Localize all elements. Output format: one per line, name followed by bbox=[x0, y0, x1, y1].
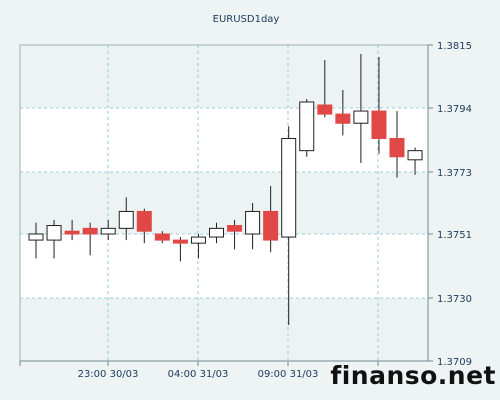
x-axis: 23:00 30/03 04:00 31/03 09:00 31/03 bbox=[19, 360, 428, 380]
candle-body-up bbox=[100, 227, 116, 235]
y-axis: 1.3709 1.3730 1.3751 1.3773 1.3794 1.3815 bbox=[427, 41, 472, 368]
background-bands bbox=[20, 45, 428, 361]
candle-body-down bbox=[335, 113, 351, 124]
candle-body-down bbox=[263, 210, 279, 241]
candle bbox=[317, 60, 333, 118]
candle-body-up bbox=[209, 227, 224, 238]
candle-body-down bbox=[154, 233, 170, 241]
candle bbox=[82, 222, 98, 256]
watermark-logo: finanso.net bbox=[330, 361, 496, 390]
candle bbox=[154, 231, 170, 244]
y-tick-label: 1.3709 bbox=[437, 357, 472, 368]
candle bbox=[335, 90, 351, 136]
y-tick-label: 1.3751 bbox=[437, 230, 472, 241]
candle bbox=[353, 54, 369, 163]
candle-body-up bbox=[190, 236, 206, 244]
x-tick-label: 09:00 31/03 bbox=[258, 369, 319, 380]
candle-body-down bbox=[82, 227, 98, 235]
candle bbox=[245, 203, 261, 250]
candle bbox=[46, 219, 62, 259]
candle bbox=[118, 197, 134, 241]
chart-title: EURUSD1day bbox=[213, 14, 280, 25]
candle-body-up bbox=[245, 210, 261, 235]
band-white bbox=[20, 234, 428, 298]
candle-body-up bbox=[353, 110, 369, 124]
x-tick-label: 04:00 31/03 bbox=[168, 369, 229, 380]
candle bbox=[281, 126, 297, 325]
y-tick-label: 1.3794 bbox=[437, 104, 472, 115]
candle-body-up bbox=[407, 150, 423, 161]
candle bbox=[172, 237, 188, 262]
candle bbox=[299, 99, 315, 157]
candle bbox=[136, 208, 152, 244]
candle bbox=[209, 222, 224, 244]
candle bbox=[100, 219, 116, 241]
candle-body-up bbox=[118, 210, 134, 229]
candle bbox=[389, 111, 405, 178]
candle bbox=[227, 219, 243, 250]
candle-body-down bbox=[317, 104, 333, 115]
candle bbox=[407, 147, 423, 175]
candle bbox=[64, 219, 80, 241]
candle-body-up bbox=[299, 101, 315, 152]
candle-body-down bbox=[227, 225, 243, 232]
candle bbox=[263, 186, 279, 253]
candle-body-down bbox=[172, 239, 188, 244]
candle-body-up bbox=[28, 233, 44, 241]
x-tick-label: 23:00 30/03 bbox=[78, 369, 139, 380]
candle-body-down bbox=[136, 210, 152, 232]
candle-body-down bbox=[371, 110, 387, 139]
y-tick-label: 1.3815 bbox=[437, 41, 472, 52]
candles bbox=[28, 54, 423, 325]
y-tick-label: 1.3773 bbox=[437, 168, 472, 179]
candle-body-up bbox=[281, 137, 297, 238]
candle-body-down bbox=[64, 230, 80, 235]
candle-body-up bbox=[46, 225, 62, 241]
candle bbox=[28, 222, 44, 259]
y-tick-label: 1.3730 bbox=[437, 294, 472, 305]
candle bbox=[371, 57, 387, 154]
candle-body-down bbox=[389, 137, 405, 158]
plot-background bbox=[20, 45, 428, 361]
candle bbox=[190, 234, 206, 259]
